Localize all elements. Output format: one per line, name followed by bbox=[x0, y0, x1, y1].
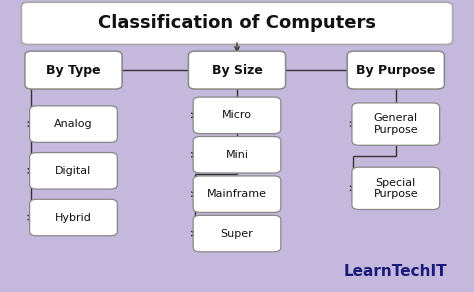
FancyBboxPatch shape bbox=[25, 51, 122, 89]
Text: LearnTechIT: LearnTechIT bbox=[344, 264, 447, 279]
Text: Analog: Analog bbox=[54, 119, 93, 129]
FancyBboxPatch shape bbox=[193, 215, 281, 252]
Text: Mainframe: Mainframe bbox=[207, 189, 267, 199]
FancyBboxPatch shape bbox=[188, 51, 285, 89]
FancyBboxPatch shape bbox=[29, 152, 117, 189]
FancyBboxPatch shape bbox=[352, 103, 439, 145]
Text: Special
Purpose: Special Purpose bbox=[374, 178, 418, 199]
Text: Hybrid: Hybrid bbox=[55, 213, 92, 223]
Text: General
Purpose: General Purpose bbox=[374, 113, 418, 135]
Text: Micro: Micro bbox=[222, 110, 252, 120]
FancyBboxPatch shape bbox=[21, 2, 453, 45]
FancyBboxPatch shape bbox=[347, 51, 444, 89]
FancyBboxPatch shape bbox=[352, 167, 439, 210]
Text: By Size: By Size bbox=[211, 64, 263, 77]
Text: Digital: Digital bbox=[55, 166, 91, 176]
FancyBboxPatch shape bbox=[193, 97, 281, 134]
Text: By Purpose: By Purpose bbox=[356, 64, 436, 77]
Text: By Type: By Type bbox=[46, 64, 101, 77]
FancyBboxPatch shape bbox=[193, 176, 281, 213]
FancyBboxPatch shape bbox=[193, 137, 281, 173]
FancyBboxPatch shape bbox=[29, 106, 117, 142]
FancyBboxPatch shape bbox=[29, 199, 117, 236]
Text: Classification of Computers: Classification of Computers bbox=[98, 14, 376, 32]
Text: Super: Super bbox=[220, 229, 254, 239]
Text: Mini: Mini bbox=[226, 150, 248, 160]
